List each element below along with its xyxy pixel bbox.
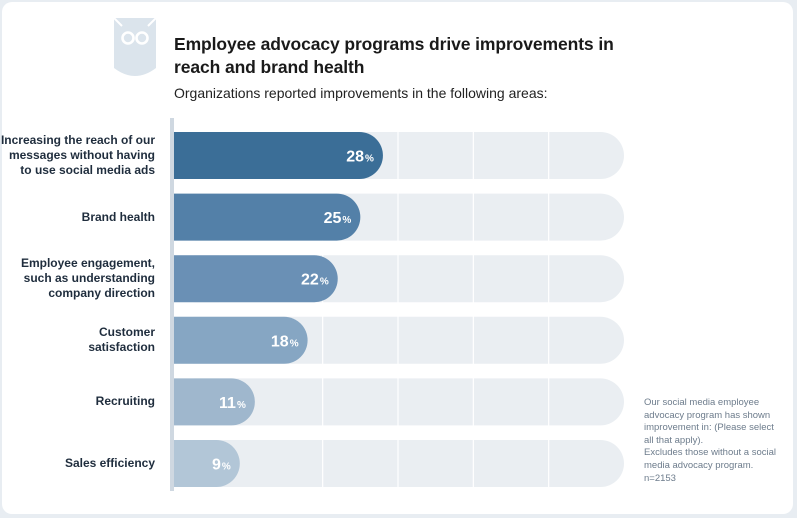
- category-label: Brand health: [0, 190, 155, 245]
- bar-value-label: 22%: [301, 272, 329, 289]
- category-label: Sales efficiency: [0, 436, 155, 491]
- owl-logo-icon: [114, 18, 156, 76]
- category-label-line: Customer: [98, 325, 155, 340]
- footnote-sample-size: n=2153: [644, 472, 676, 484]
- footnote: Our social media employee advocacy progr…: [644, 397, 786, 485]
- category-label: Recruiting: [0, 374, 155, 429]
- bar-value-label: 25%: [324, 210, 352, 227]
- bar-value-label: 18%: [271, 333, 299, 350]
- category-label-line: such as understanding: [23, 271, 155, 286]
- bar: [172, 440, 240, 487]
- category-label-line: Sales efficiency: [64, 456, 155, 470]
- bar-value-label: 11%: [219, 395, 246, 412]
- category-label-line: messages without having: [8, 148, 155, 162]
- category-label-line: Employee engagement,: [20, 256, 155, 271]
- footnote-exclusion: Excludes those without a social media ad…: [644, 447, 777, 471]
- category-label-line: Increasing the reach of our: [0, 133, 155, 147]
- category-label: Employee engagement, such as understandin…: [0, 251, 155, 306]
- chart-subtitle: Organizations reported improvements in t…: [174, 85, 548, 101]
- bar-value-label: 28%: [346, 149, 374, 166]
- category-label-line: satisfaction: [88, 340, 155, 355]
- bar: [172, 193, 361, 241]
- chart-title: Employee advocacy programs drive improve…: [174, 34, 614, 77]
- category-label-line: Recruiting: [95, 394, 155, 409]
- category-label: Increasing the reach of our messages with…: [0, 128, 155, 183]
- bar-value-label: 9%: [212, 457, 231, 474]
- bar: [172, 378, 255, 426]
- bar: [172, 255, 338, 303]
- category-label: Customer satisfaction: [0, 313, 155, 368]
- category-label-line: to use social media ads: [20, 163, 155, 177]
- bar: [172, 316, 308, 364]
- category-label-line: Brand health: [81, 209, 155, 224]
- category-label-line: company direction: [48, 286, 155, 301]
- footnote-question: Our social media employee advocacy progr…: [644, 397, 774, 446]
- bar: [172, 132, 383, 179]
